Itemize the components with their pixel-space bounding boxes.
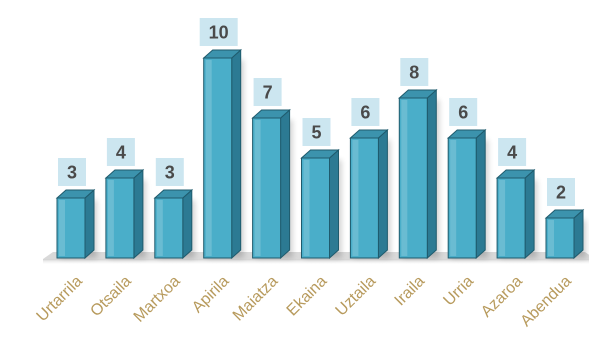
bar-side-Otsaila [133,168,144,260]
bars-group [55,48,586,260]
bar-Martxoa [154,197,184,259]
bar-side-Azaroa [524,168,535,260]
bar-highlight [205,60,212,256]
data-label: 5 [311,123,321,143]
bar-side-Uztaila [377,128,388,260]
bar-side-Iraila [426,88,437,260]
data-label-box [155,158,184,186]
bar-side-Urria [475,128,486,260]
bar-highlight [352,140,359,256]
bar-highlight [254,120,261,256]
data-label-box [106,138,135,166]
data-label-box [547,178,575,206]
data-label-box [302,118,331,146]
data-label-box [351,98,380,126]
bar-Otsaila [105,177,135,259]
data-label-box [498,138,527,166]
bar-highlight [499,180,506,256]
bar-highlight [450,140,457,256]
data-label: 7 [263,83,273,103]
bar-side-Urtarrila [84,188,95,260]
data-label: 2 [556,183,566,203]
category-label: Urtarrila [34,273,86,325]
bar-Apirila [203,57,233,259]
data-label: 4 [116,143,126,163]
data-labels-group: 3 4 3 10 7 5 6 8 6 4 2 [58,18,575,206]
category-label: Ekaina [284,273,331,320]
bar-side-Apirila [231,48,242,260]
bar-Urtarrila [56,197,86,259]
data-label-box [253,78,282,106]
bar-Abendua [545,217,575,259]
category-label: Maiatza [230,273,282,325]
bar-Urria [447,137,477,259]
category-label: Apirila [189,273,233,317]
bar-Azaroa [496,177,526,259]
bar-highlight [59,200,65,256]
category-label: Iraila [392,273,429,310]
category-label: Martxoa [131,273,184,326]
bar-highlight [156,200,163,256]
data-label-box [58,158,86,186]
data-label-box [199,18,238,46]
data-label: 3 [67,163,77,183]
bar-highlight [107,180,114,256]
category-label: Uztaila [333,273,380,320]
floor-reflection [43,259,589,265]
bar-Ekaina [301,157,330,259]
data-label: 8 [409,63,419,83]
category-label: Otsaila [87,273,134,320]
bar-Maiatza [252,117,282,259]
category-label: Urria [440,273,477,310]
data-label: 4 [507,143,517,163]
bar-Iraila [398,97,428,259]
data-label: 6 [458,103,468,123]
bar-side-Martxoa [182,188,193,260]
data-label-box [400,58,429,86]
data-label-box [449,98,478,126]
data-label: 6 [360,103,370,123]
bar-highlight [303,160,310,256]
data-label: 3 [165,163,175,183]
data-label: 10 [209,23,229,43]
bar-Uztaila [349,137,379,259]
bar-side-Maiatza [280,108,291,260]
category-label: Abendua [518,273,575,330]
category-label: Azaroa [478,273,526,321]
bar-side-Ekaina [329,148,339,260]
bar-highlight [548,220,554,256]
bar-highlight [401,100,408,256]
